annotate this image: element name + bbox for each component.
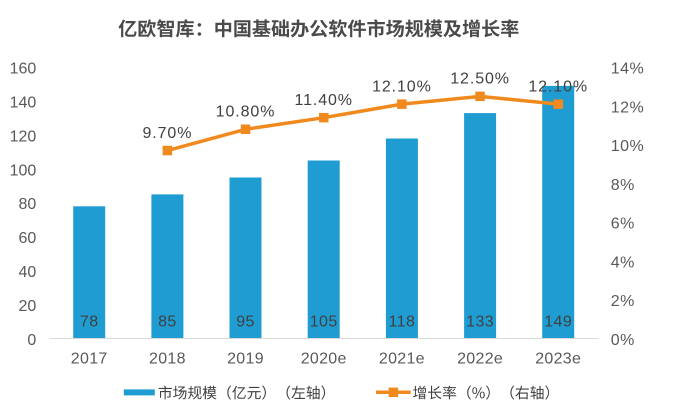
svg-text:20: 20	[19, 298, 37, 315]
svg-text:2023e: 2023e	[535, 351, 581, 368]
svg-text:140: 140	[10, 95, 37, 112]
svg-text:4%: 4%	[611, 254, 635, 271]
svg-text:11.40%: 11.40%	[294, 92, 352, 109]
svg-text:2022e: 2022e	[457, 351, 503, 368]
svg-text:78: 78	[80, 314, 99, 331]
svg-text:12%: 12%	[611, 99, 645, 116]
svg-text:10%: 10%	[611, 138, 645, 155]
svg-text:12.10%: 12.10%	[372, 78, 432, 95]
svg-text:14%: 14%	[611, 61, 645, 78]
svg-text:118: 118	[389, 314, 416, 331]
svg-text:8%: 8%	[611, 177, 635, 194]
svg-text:2%: 2%	[611, 293, 635, 310]
svg-text:60: 60	[19, 230, 37, 247]
svg-text:40: 40	[19, 264, 37, 281]
svg-text:2020e: 2020e	[301, 351, 347, 368]
svg-text:85: 85	[158, 314, 177, 331]
svg-text:120: 120	[10, 128, 37, 145]
svg-text:100: 100	[10, 162, 37, 179]
svg-text:160: 160	[10, 61, 37, 78]
svg-text:12.50%: 12.50%	[450, 71, 510, 88]
svg-text:0%: 0%	[611, 332, 635, 349]
svg-text:6%: 6%	[611, 216, 635, 233]
svg-text:9.70%: 9.70%	[142, 125, 192, 142]
svg-text:80: 80	[19, 196, 37, 213]
svg-text:2021e: 2021e	[379, 351, 425, 368]
svg-text:2018: 2018	[149, 351, 186, 368]
svg-text:0: 0	[27, 332, 36, 349]
svg-text:105: 105	[310, 314, 338, 331]
svg-text:2019: 2019	[227, 351, 264, 368]
svg-text:2017: 2017	[71, 351, 108, 368]
svg-text:12.10%: 12.10%	[528, 78, 588, 95]
svg-text:149: 149	[544, 314, 572, 331]
svg-text:95: 95	[236, 314, 255, 331]
svg-text:10.80%: 10.80%	[216, 104, 276, 121]
svg-text:133: 133	[466, 314, 494, 331]
